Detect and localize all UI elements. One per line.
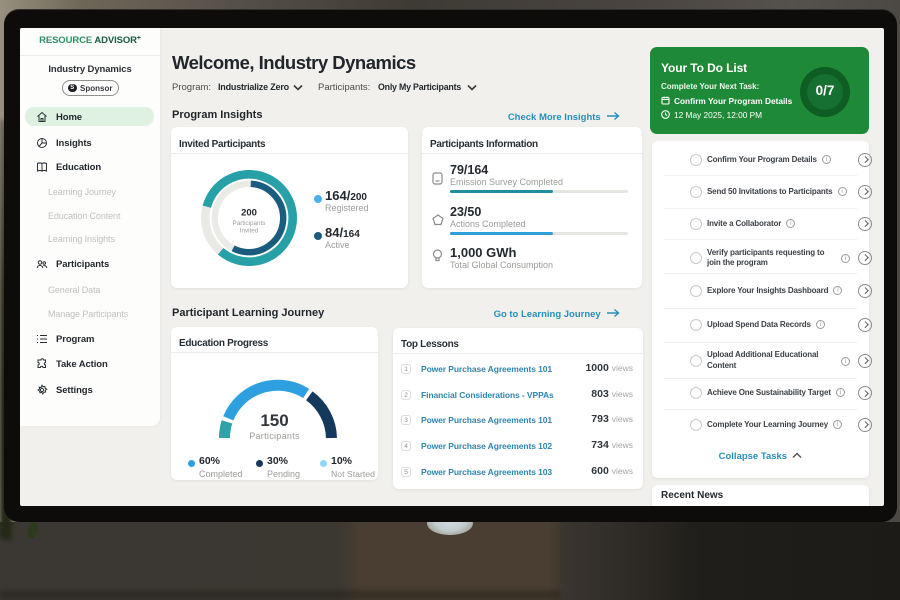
svg-text:200: 200 xyxy=(241,207,257,218)
svg-text:Invited: Invited xyxy=(240,227,259,234)
svg-text:Participants: Participants xyxy=(233,220,266,227)
